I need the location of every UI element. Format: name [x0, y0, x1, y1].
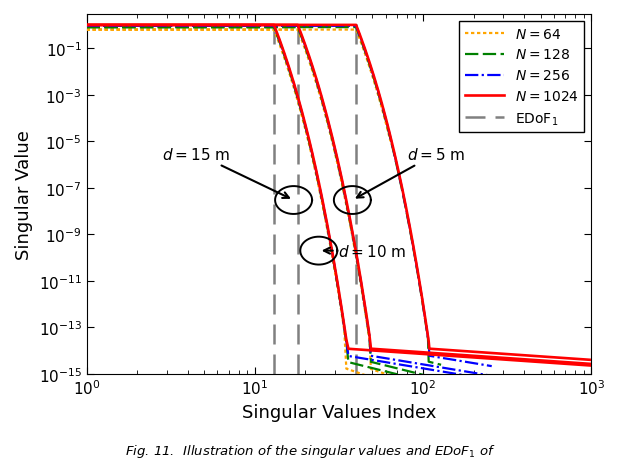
Text: $d = 10$ m: $d = 10$ m [324, 243, 407, 259]
Text: $d = 5$ m: $d = 5$ m [357, 146, 466, 198]
Text: Fig. 11.  Illustration of the singular values and EDoF$_1$ of: Fig. 11. Illustration of the singular va… [125, 442, 495, 459]
X-axis label: Singular Values Index: Singular Values Index [242, 403, 436, 421]
Y-axis label: Singular Value: Singular Value [15, 130, 33, 259]
Text: $d = 15$ m: $d = 15$ m [162, 146, 289, 198]
Legend: $N = 64$, $N = 128$, $N = 256$, $N = 1024$, EDoF$_1$: $N = 64$, $N = 128$, $N = 256$, $N = 102… [459, 22, 584, 133]
